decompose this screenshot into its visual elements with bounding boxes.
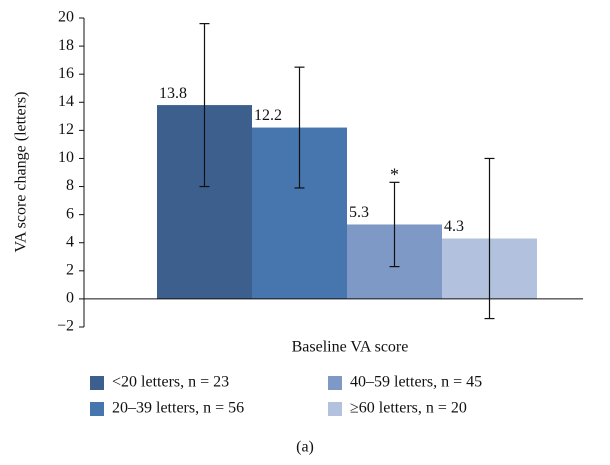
annotation: * <box>390 164 399 184</box>
y-tick-label: 14 <box>58 93 74 110</box>
legend-swatch <box>328 376 342 390</box>
y-tick-label: 2 <box>66 261 74 278</box>
y-tick-label: 12 <box>58 121 74 138</box>
legend-swatch <box>90 402 104 416</box>
y-tick-label: 20 <box>58 9 74 26</box>
y-tick-label: 0 <box>66 290 74 307</box>
x-axis-label: Baseline VA score <box>292 339 409 356</box>
data-label: 4.3 <box>444 218 464 235</box>
legend-label: ≥60 letters, n = 20 <box>350 400 467 417</box>
legend-swatch <box>90 376 104 390</box>
legend-swatch <box>328 402 342 416</box>
data-label: 13.8 <box>159 85 187 102</box>
caption: (a) <box>296 439 314 456</box>
y-axis-label: VA score change (letters) <box>13 92 30 253</box>
data-label: 12.2 <box>254 107 282 124</box>
y-tick-label: −2 <box>57 318 74 335</box>
y-tick-label: 8 <box>66 177 74 194</box>
legend-label: <20 letters, n = 23 <box>112 374 229 391</box>
legend-label: 40–59 letters, n = 45 <box>350 374 482 391</box>
y-tick-label: 10 <box>58 149 74 166</box>
y-tick-label: 6 <box>66 205 74 222</box>
y-tick-label: 16 <box>58 65 74 82</box>
legend-label: 20–39 letters, n = 56 <box>112 400 244 417</box>
y-tick-label: 4 <box>66 233 74 250</box>
y-tick-label: 18 <box>58 37 74 54</box>
data-label: 5.3 <box>349 204 369 221</box>
